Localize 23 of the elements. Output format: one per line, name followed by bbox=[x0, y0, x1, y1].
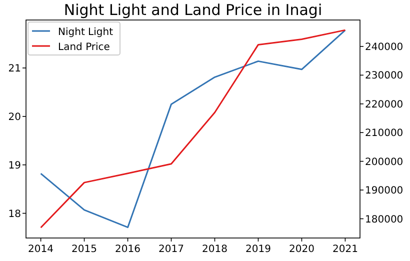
legend-label: Land Price bbox=[58, 42, 110, 53]
x-tick-label: 2016 bbox=[115, 244, 140, 255]
y-tick-label: 19 bbox=[8, 160, 21, 172]
y2-tick-label: 210000 bbox=[365, 128, 404, 140]
x-tick-label: 2015 bbox=[72, 244, 98, 255]
y2-tick-label: 240000 bbox=[365, 42, 404, 53]
y2-tick-label: 230000 bbox=[365, 70, 404, 82]
y2-tick-label: 200000 bbox=[365, 156, 404, 168]
line-series bbox=[40, 29, 346, 228]
legend-label: Night Light bbox=[58, 27, 114, 38]
x-tick-label: 2017 bbox=[158, 244, 184, 255]
y-tick-label: 21 bbox=[8, 63, 21, 74]
chart-title: Night Light and Land Price in Inagi bbox=[64, 1, 322, 19]
y-tick-label: 20 bbox=[8, 112, 21, 123]
y2-tick-label: 180000 bbox=[365, 214, 404, 226]
y2-tick-label: 190000 bbox=[365, 186, 404, 197]
x-tick-label: 2019 bbox=[246, 244, 271, 255]
y2-tick-label: 220000 bbox=[365, 99, 404, 110]
x-tick-label: 2021 bbox=[332, 244, 358, 255]
x-tick-label: 2014 bbox=[28, 244, 54, 255]
x-tick-label: 2020 bbox=[288, 244, 314, 255]
y-tick-label: 18 bbox=[8, 208, 21, 220]
x-tick-label: 2018 bbox=[202, 244, 228, 255]
